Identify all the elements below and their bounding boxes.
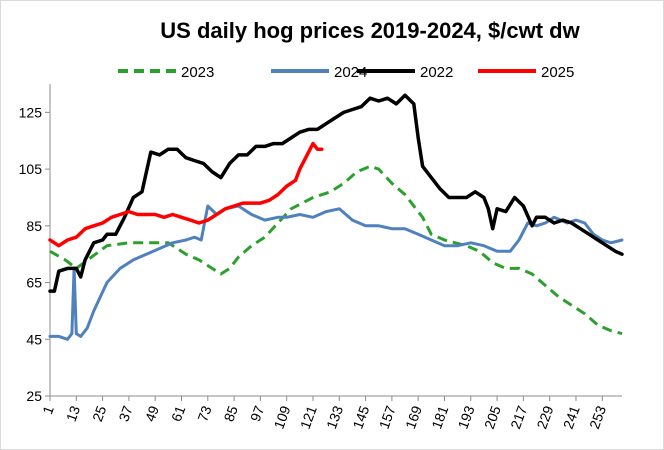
series-line-2023 [49, 164, 623, 336]
x-tick-label: 193 [455, 403, 478, 431]
y-tick-label: 85 [26, 218, 42, 234]
series-line-2022 [48, 93, 624, 293]
x-tick-label: 13 [63, 403, 83, 423]
legend-label-2024: 2024 [334, 64, 367, 81]
series-line-2025 [48, 141, 324, 248]
x-tick-label: 109 [270, 403, 293, 431]
legend-label-2023: 2023 [181, 64, 214, 81]
legend-label-2025: 2025 [541, 64, 574, 81]
x-tick-label: 121 [297, 403, 320, 431]
x-tick-label: 85 [221, 403, 241, 423]
y-tick-label: 105 [19, 161, 43, 177]
tick-labels: 25 45 65 85 105 125 1 13 25 37 49 61 73 85 97 109 121 133… [19, 104, 610, 431]
x-tick-label: 61 [168, 403, 188, 423]
series-layer [48, 93, 624, 341]
x-tick-label: 229 [533, 403, 556, 431]
y-tick-label: 65 [26, 275, 42, 291]
x-tick-label: 49 [142, 403, 162, 423]
x-tick-label: 145 [349, 403, 372, 431]
y-tick-label: 25 [26, 388, 42, 404]
legend-label-2022: 2022 [420, 64, 453, 81]
x-tick-label: 37 [115, 403, 135, 423]
x-tick-label: 181 [428, 403, 451, 431]
x-tick-label: 241 [560, 403, 583, 431]
x-tick-label: 133 [323, 403, 346, 431]
chart-title: US daily hog prices 2019-2024, $/cwt dw [160, 18, 580, 43]
series-line-2024 [48, 204, 624, 341]
x-tick-label: 1 [39, 403, 57, 416]
y-tick-label: 125 [19, 104, 43, 120]
x-tick-label: 217 [507, 403, 530, 431]
x-tick-label: 169 [402, 403, 425, 431]
x-tick-label: 253 [586, 403, 609, 431]
x-tick-label: 73 [194, 403, 214, 423]
x-tick-label: 25 [89, 403, 109, 423]
x-tick-label: 157 [376, 403, 399, 431]
legend: 2023 2024 2022 2025 [118, 64, 574, 81]
x-tick-label: 97 [247, 403, 267, 423]
x-tick-label: 205 [481, 403, 504, 431]
axes [45, 84, 622, 401]
y-tick-label: 45 [26, 331, 42, 347]
